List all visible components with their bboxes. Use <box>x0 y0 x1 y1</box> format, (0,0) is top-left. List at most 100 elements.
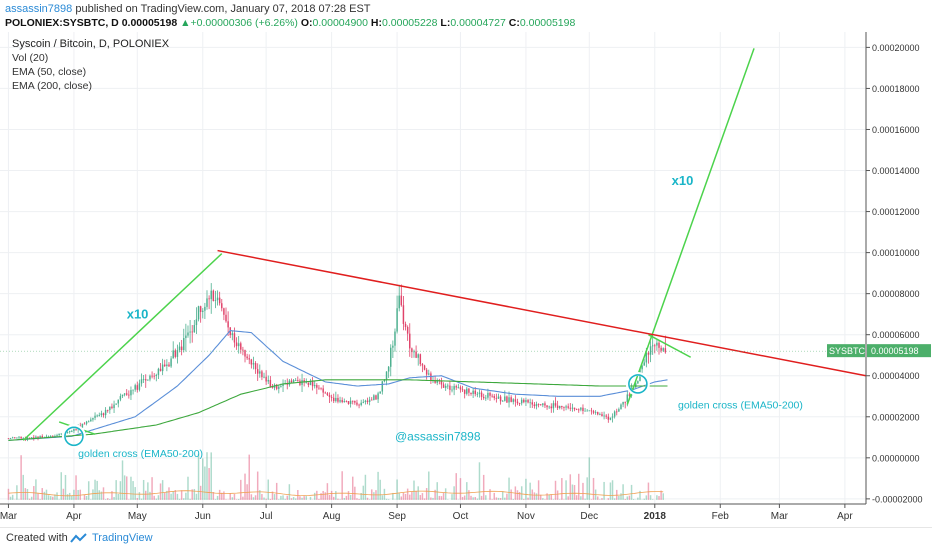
candle-body <box>612 417 613 418</box>
candle-body <box>82 424 83 428</box>
volume-bar <box>413 481 414 500</box>
volume-bar <box>508 478 509 500</box>
candle-body <box>532 402 533 404</box>
volume-bar <box>386 499 387 500</box>
candle-body <box>153 376 154 377</box>
candle-body <box>227 321 228 327</box>
change-value: +0.00000306 (+6.26%) <box>191 17 298 29</box>
candle-body <box>624 402 625 403</box>
candle-body <box>253 363 254 364</box>
candle-body <box>84 424 85 425</box>
candle-body <box>221 303 222 308</box>
candle-body <box>240 343 241 349</box>
volume-bar <box>194 489 195 500</box>
volume-bar <box>477 499 478 500</box>
candle-body <box>388 367 389 372</box>
candle-body <box>141 379 142 383</box>
volume-bar <box>561 478 562 500</box>
volume-bar <box>576 495 577 500</box>
candle-body <box>489 393 490 396</box>
candle-body <box>236 342 237 346</box>
volume-bar <box>426 488 427 500</box>
candle-body <box>278 387 279 389</box>
golden-cross-label-right: golden cross (EMA50-200) <box>678 400 803 412</box>
volume-bar <box>411 492 412 500</box>
tradingview-brand[interactable]: TradingView <box>92 532 153 544</box>
volume-bar <box>232 497 233 500</box>
tradingview-logo-icon[interactable] <box>70 533 88 545</box>
candle-body <box>557 406 558 408</box>
volume-bar <box>130 477 131 500</box>
candle-body <box>413 351 414 352</box>
candle-body <box>506 396 507 402</box>
candle-body <box>185 336 186 338</box>
candle-body <box>244 350 245 356</box>
price-tick-label: 0.00000000 <box>872 453 920 463</box>
volume-bar <box>139 492 140 500</box>
candle-body <box>109 407 110 410</box>
volume-bar <box>248 455 249 500</box>
candle-body <box>464 390 465 394</box>
ohlc-bar: POLONIEX:SYSBTC, D 0.00005198 ▲+0.000003… <box>5 17 575 29</box>
volume-bar <box>244 474 245 500</box>
candle-body <box>620 405 621 410</box>
candle-body <box>61 433 62 434</box>
candle-body <box>468 389 469 393</box>
volume-bar <box>424 498 425 499</box>
candle-body <box>162 365 163 372</box>
volume-bar <box>489 489 490 500</box>
volume-bar <box>149 492 150 500</box>
volume-bar <box>310 497 311 500</box>
candle-body <box>179 347 180 351</box>
candle-body <box>181 347 182 350</box>
volume-bar <box>534 492 535 500</box>
volume-bar <box>521 486 522 500</box>
candle-body <box>360 403 361 405</box>
candle-body <box>447 386 448 387</box>
candle-body <box>333 398 334 401</box>
volume-bar <box>115 480 116 500</box>
candle-body <box>99 415 100 416</box>
candle-body <box>196 319 197 325</box>
candle-body <box>291 381 292 383</box>
candle-body <box>16 437 17 438</box>
candle-body <box>466 389 467 394</box>
author-link[interactable]: assassin7898 <box>5 3 72 15</box>
volume-bar <box>274 494 275 500</box>
candle-body <box>542 403 543 405</box>
volume-bar <box>369 499 370 500</box>
time-tick-label: Oct <box>453 511 469 522</box>
volume-bar <box>284 499 285 500</box>
candle-body <box>610 418 611 420</box>
volume-bar <box>153 496 154 500</box>
up-arrow-icon: ▲ <box>180 17 190 29</box>
volume-bar <box>420 495 421 500</box>
candle-body <box>94 416 95 418</box>
candle-body <box>255 363 256 369</box>
volume-bar <box>506 494 507 500</box>
candle-body <box>411 348 412 352</box>
time-tick-label: May <box>128 511 147 522</box>
time-tick-label: Dec <box>580 511 598 522</box>
candle-body <box>580 408 581 410</box>
volume-bar <box>162 480 163 500</box>
candle-body <box>637 381 638 383</box>
volume-bar <box>183 498 184 500</box>
candle-body <box>350 401 351 404</box>
candle-body <box>122 395 123 396</box>
volume-bar <box>555 481 556 500</box>
candle-body <box>369 400 370 402</box>
volume-bar <box>363 486 364 500</box>
volume-bar <box>255 495 256 500</box>
candle-body <box>320 388 321 389</box>
volume-bar <box>443 493 444 500</box>
last-price: 0.00005198 <box>122 17 177 29</box>
volume-bar <box>468 490 469 500</box>
volume-bar <box>94 480 95 500</box>
candle-body <box>348 401 349 404</box>
candle-body <box>325 393 326 394</box>
volume-bar <box>502 491 503 500</box>
candle-body <box>58 434 59 435</box>
volume-bar <box>291 498 292 500</box>
